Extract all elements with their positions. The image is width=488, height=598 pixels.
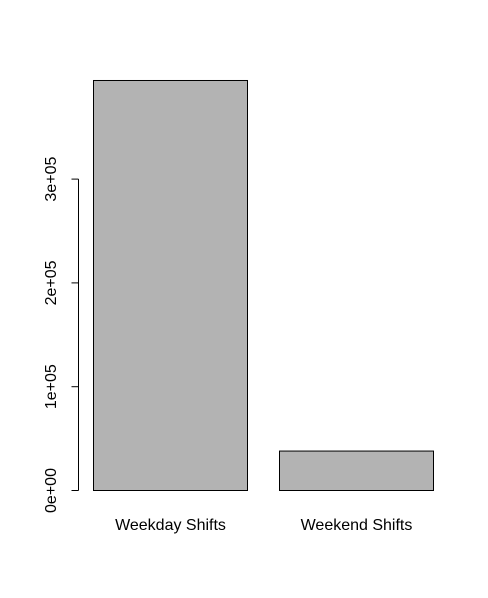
y-tick-label: 0e+00 <box>43 468 60 513</box>
x-tick-label: Weekday Shifts <box>115 517 226 534</box>
y-tick-label: 3e+05 <box>43 157 60 202</box>
y-tick-label: 1e+05 <box>43 364 60 409</box>
y-axis: 0e+00 1e+05 2e+05 3e+05 <box>43 157 79 513</box>
y-tick-label: 2e+05 <box>43 260 60 305</box>
x-tick-label: Weekend Shifts <box>301 517 413 534</box>
x-axis-labels: Weekday Shifts Weekend Shifts <box>115 517 412 534</box>
bars-group <box>93 79 434 492</box>
bar-weekend-shifts <box>279 450 434 491</box>
bar-weekday-shifts <box>93 79 248 492</box>
